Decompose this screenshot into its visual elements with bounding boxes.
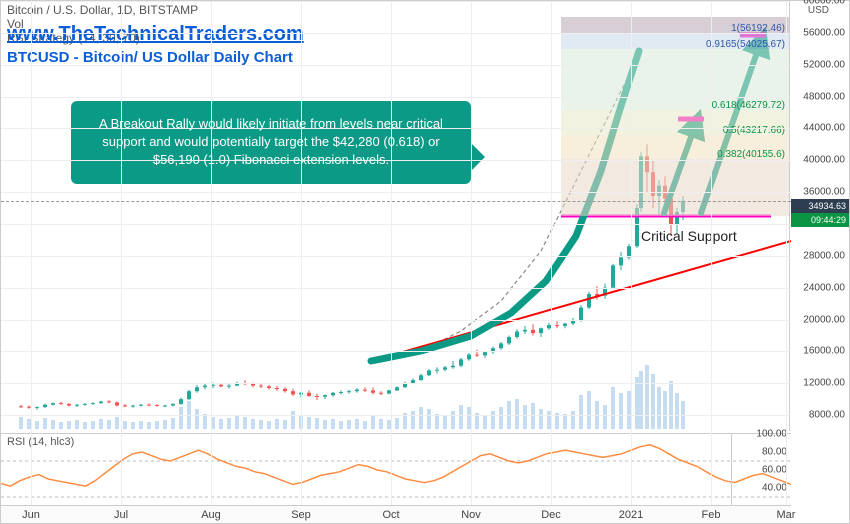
current-price-box: 34934.63 xyxy=(791,199,849,213)
countdown-box: 09:44:29 xyxy=(791,213,849,227)
critical-support-label: Critical Support xyxy=(641,228,737,244)
rsi-tick: 80.00 xyxy=(762,447,787,458)
x-axis: JunJulAugSepOctNovDec2021FebMar xyxy=(1,505,791,523)
y-tick: 36000.00 xyxy=(803,187,845,198)
y-tick: 8000.00 xyxy=(809,410,845,421)
x-tick: Oct xyxy=(382,509,399,521)
rsi-tick: 40.00 xyxy=(762,483,787,494)
y-tick: 40000.00 xyxy=(803,155,845,166)
y-tick: 20000.00 xyxy=(803,314,845,325)
y-tick: 12000.00 xyxy=(803,378,845,389)
x-tick: Aug xyxy=(201,509,221,521)
x-tick: Nov xyxy=(461,509,481,521)
y-tick: 56000.00 xyxy=(803,27,845,38)
x-tick: Jul xyxy=(114,509,128,521)
y-tick: 44000.00 xyxy=(803,123,845,134)
x-tick: Jun xyxy=(22,509,40,521)
y-tick: 48000.00 xyxy=(803,91,845,102)
callout-box: A Breakout Rally would likely initiate f… xyxy=(71,101,471,184)
x-tick: Feb xyxy=(702,509,721,521)
x-tick: 2021 xyxy=(619,509,643,521)
y-tick: 52000.00 xyxy=(803,59,845,70)
x-tick: Dec xyxy=(541,509,561,521)
rsi-panel[interactable]: RSI (14, hlc3) 100.0080.0060.0040.00 xyxy=(1,433,791,505)
rsi-label: RSI (14, hlc3) xyxy=(7,436,74,448)
y-tick: 60000.00 xyxy=(803,0,845,7)
y-tick: 28000.00 xyxy=(803,250,845,261)
y-tick: 24000.00 xyxy=(803,282,845,293)
rsi-tick: 100.00 xyxy=(756,429,787,440)
x-tick: Sep xyxy=(291,509,311,521)
rsi-chart xyxy=(1,434,791,506)
rsi-tick: 60.00 xyxy=(762,465,787,476)
rsi-axis: 100.0080.0060.0040.00 xyxy=(731,434,791,506)
y-tick: 16000.00 xyxy=(803,346,845,357)
x-tick: Mar xyxy=(777,509,796,521)
